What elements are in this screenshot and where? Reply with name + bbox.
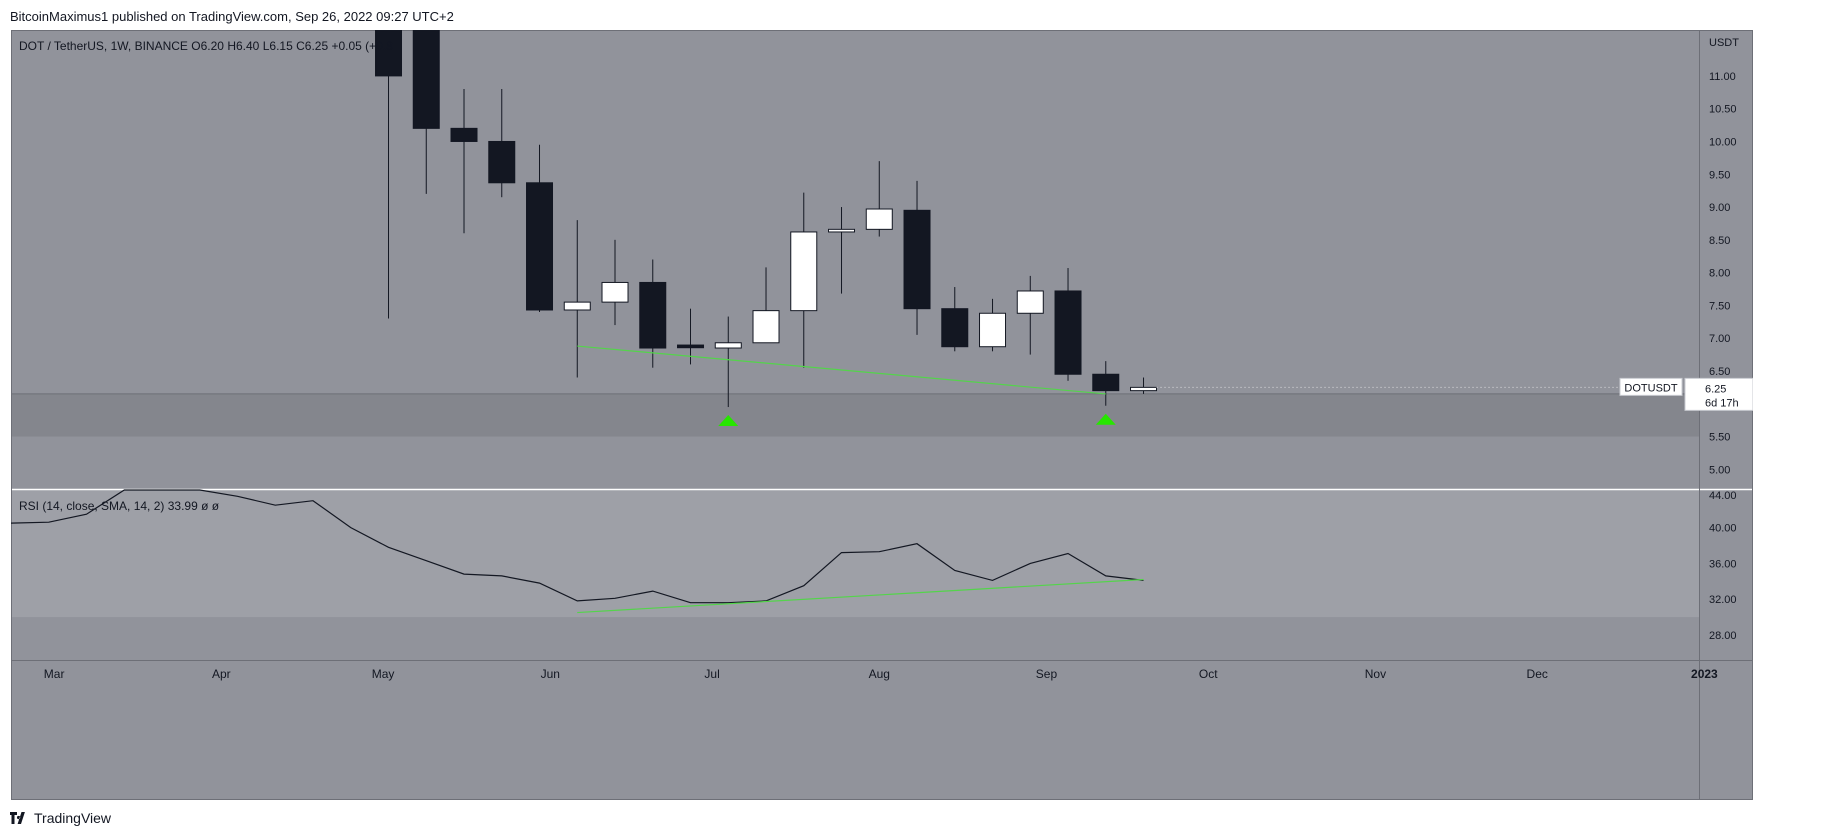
candle-body[interactable] [752, 310, 780, 344]
candle-body[interactable] [1130, 386, 1158, 392]
time-tick-label: Apr [212, 667, 231, 681]
candle-body[interactable] [375, 30, 403, 77]
price-tick-label: 5.50 [1709, 432, 1730, 444]
candle-body[interactable] [601, 281, 629, 303]
support-zone [11, 393, 1699, 437]
ticker-badge [1619, 377, 1683, 396]
candle-body[interactable] [1092, 373, 1120, 392]
price-tick-label: 9.50 [1709, 169, 1730, 181]
ohlc-c-value: 6.25 [305, 39, 332, 53]
time-tick-label: Aug [869, 667, 890, 681]
candle-body[interactable] [639, 281, 667, 349]
rsi-na-label: ø [212, 499, 220, 513]
candle-body[interactable] [488, 140, 516, 184]
rsi-tick-label: 44.00 [1709, 490, 1737, 502]
time-tick-label: 2023 [1691, 667, 1718, 681]
price-tick-label: 10.00 [1709, 136, 1737, 148]
ohlc-o-value: 6.20 [201, 39, 228, 53]
time-tick-label: Oct [1199, 667, 1218, 681]
candle-body[interactable] [865, 208, 893, 230]
price-tick-label: 11.00 [1709, 71, 1736, 83]
price-tick-label: 8.50 [1709, 235, 1730, 247]
time-tick-label: Nov [1365, 667, 1386, 681]
price-tick-label: 7.50 [1709, 300, 1730, 312]
candle-body[interactable] [828, 228, 856, 233]
price-tick-label: 6.50 [1709, 366, 1730, 378]
chart-canvas[interactable]: USDT 11.00 10.50 10.00 9.50 9.00 8.50 8.00 7.50 7… [11, 30, 1753, 800]
rsi-line[interactable] [11, 489, 1144, 604]
price-axis-currency: USDT [1709, 37, 1739, 49]
bullish-arrow-icon [1095, 413, 1116, 425]
rsi-tick-label: 40.00 [1709, 523, 1737, 535]
last-price-box [1684, 377, 1753, 411]
price-tick-label: 10.50 [1709, 104, 1737, 116]
ticker-badge-label: DOTUSDT [1624, 382, 1677, 394]
time-tick-label: Sep [1036, 667, 1058, 681]
candle-body[interactable] [903, 209, 931, 310]
time-tick-label: Dec [1527, 667, 1548, 681]
tradingview-brand[interactable]: TradingView [10, 810, 111, 826]
rsi-legend: RSI (14, close, SMA, 14, 2) 33.99 ø ø [19, 499, 220, 513]
rsi-tick-label: 32.00 [1709, 594, 1737, 606]
ohlc-l-label: L [263, 39, 270, 53]
time-tick-label: Mar [44, 667, 65, 681]
symbol-legend: DOT / TetherUS, 1W, BINANCE O6.20 H6.40 … [19, 39, 393, 53]
rsi-title: RSI (14, close, SMA, 14, 2) [19, 499, 168, 513]
candle-body[interactable] [563, 301, 591, 311]
last-price-value: 6.25 [1705, 383, 1726, 395]
candle-body[interactable] [941, 308, 969, 348]
candle-body[interactable] [790, 231, 818, 312]
rsi-tick-label: 28.00 [1709, 630, 1737, 642]
price-tick-label: 8.00 [1709, 268, 1730, 280]
bullish-arrow-icon [718, 415, 739, 427]
rsi-na-label: ø [201, 499, 212, 513]
candle-body[interactable] [979, 312, 1007, 348]
time-tick-label: May [372, 667, 395, 681]
rsi-trendline[interactable] [577, 578, 1144, 614]
time-tick-label: Jul [704, 667, 719, 681]
chart-border [11, 30, 1753, 800]
candle-body[interactable] [1054, 290, 1082, 375]
last-price-countdown: 6d 17h [1705, 397, 1739, 409]
candle-body[interactable] [526, 182, 554, 311]
candle-body[interactable] [677, 344, 705, 349]
price-tick-label: 9.00 [1709, 202, 1730, 214]
price-tick-label: 7.00 [1709, 333, 1730, 345]
price-tick-label: 5.00 [1709, 464, 1730, 476]
publisher-line: BitcoinMaximus1 published on TradingView… [10, 9, 454, 24]
candle-body[interactable] [714, 342, 742, 349]
time-tick-label: Jun [541, 667, 560, 681]
candle-body[interactable] [412, 30, 440, 129]
symbol-name: DOT / TetherUS, 1W, BINANCE [19, 39, 191, 53]
ohlc-c-label: C [296, 39, 305, 53]
brand-name: TradingView [34, 810, 112, 826]
ohlc-change: +0.05 (+0.8 [331, 39, 393, 53]
rsi-band [11, 490, 1699, 618]
ohlc-l-value: 6.15 [269, 39, 296, 53]
ohlc-o-label: O [191, 39, 200, 53]
ohlc-h-label: H [227, 39, 236, 53]
price-trendline[interactable] [577, 345, 1106, 395]
ohlc-h-value: 6.40 [236, 39, 263, 53]
tradingview-logo-icon [10, 812, 28, 824]
rsi-tick-label: 36.00 [1709, 558, 1737, 570]
rsi-value: 33.99 [168, 499, 201, 513]
candle-body[interactable] [450, 127, 478, 142]
candle-body[interactable] [1016, 290, 1044, 314]
chart-frame[interactable]: USDT 11.00 10.50 10.00 9.50 9.00 8.50 8.00 7.50 7… [11, 30, 1753, 800]
